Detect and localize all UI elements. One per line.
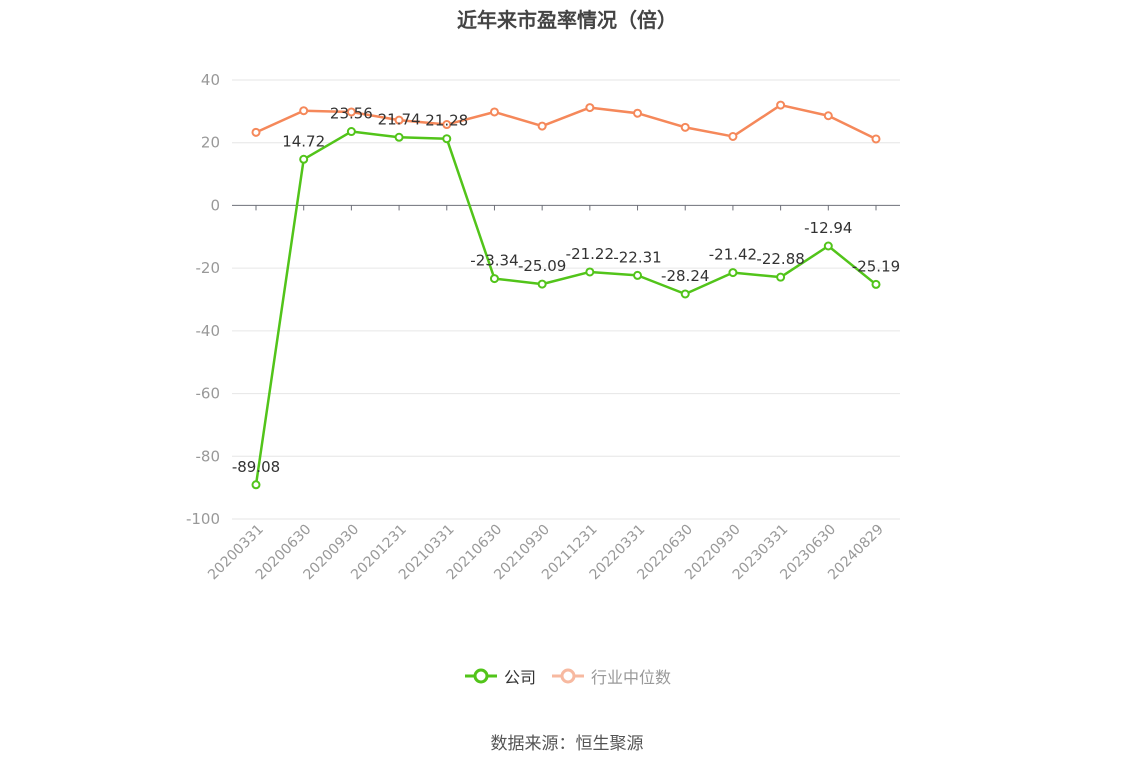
data-label: -22.31 xyxy=(613,248,661,266)
data-point xyxy=(251,480,261,490)
data-point xyxy=(776,100,786,110)
data-point xyxy=(489,274,499,284)
data-point xyxy=(442,120,452,130)
data-point xyxy=(489,107,499,117)
legend-industry-label: 行业中位数 xyxy=(591,668,672,687)
data-point xyxy=(251,127,261,137)
data-point xyxy=(728,268,738,278)
data-label: 21.74 xyxy=(378,110,421,128)
data-point xyxy=(346,107,356,117)
y-axis-ticks: 40 20 0 -20 -40 -60 -80 -100 xyxy=(186,71,220,528)
data-label: -89.08 xyxy=(232,458,280,476)
y-tick-label: 20 xyxy=(201,134,220,152)
legend-company-icon xyxy=(465,668,497,684)
y-tick-label: 0 xyxy=(210,196,220,214)
series-industry xyxy=(251,100,881,144)
data-point xyxy=(680,289,690,299)
chart-title: 近年来市盈率情况（倍） xyxy=(457,8,677,32)
series-lines xyxy=(251,100,881,490)
data-label: -22.88 xyxy=(756,250,804,268)
data-point xyxy=(871,279,881,289)
data-label: -12.94 xyxy=(804,219,852,237)
data-label: 14.72 xyxy=(282,132,325,150)
data-point xyxy=(346,127,356,137)
series-line xyxy=(255,103,877,141)
data-point xyxy=(299,106,309,116)
data-point xyxy=(823,111,833,121)
series-company xyxy=(251,127,881,490)
data-label: 21.28 xyxy=(425,112,468,130)
source-note: 数据来源：恒生聚源 xyxy=(490,734,644,754)
legend-company-label: 公司 xyxy=(504,668,537,687)
y-tick-label: -80 xyxy=(196,447,221,465)
data-point xyxy=(442,134,452,144)
data-label: -23.34 xyxy=(470,252,518,270)
data-point xyxy=(299,154,309,164)
data-label: -25.19 xyxy=(852,257,900,275)
data-point xyxy=(871,134,881,144)
legend-industry-icon xyxy=(552,668,584,684)
data-point xyxy=(776,272,786,282)
series-line xyxy=(254,130,877,485)
data-point xyxy=(585,267,595,277)
data-label: -21.22 xyxy=(566,245,614,263)
data-label: -25.09 xyxy=(518,257,566,275)
data-point xyxy=(537,121,547,131)
data-label: -28.24 xyxy=(661,267,709,285)
y-tick-label: -20 xyxy=(196,259,221,277)
data-point xyxy=(633,108,643,118)
grid-lines xyxy=(232,79,900,520)
legend-company[interactable]: 公司 xyxy=(464,664,536,688)
data-point xyxy=(394,115,404,125)
data-point xyxy=(394,132,404,142)
data-point xyxy=(537,279,547,289)
y-tick-label: -100 xyxy=(186,510,220,528)
y-tick-label: -60 xyxy=(196,385,221,403)
legend-industry[interactable]: 行业中位数 xyxy=(551,664,671,688)
data-point xyxy=(680,122,690,132)
data-point xyxy=(823,241,833,251)
y-tick-label: -40 xyxy=(196,322,221,340)
data-point xyxy=(728,131,738,141)
data-label: -21.42 xyxy=(709,246,757,264)
y-tick-label: 40 xyxy=(201,71,220,89)
data-label: 23.56 xyxy=(330,105,373,123)
data-point xyxy=(633,270,643,280)
data-point xyxy=(585,103,595,113)
